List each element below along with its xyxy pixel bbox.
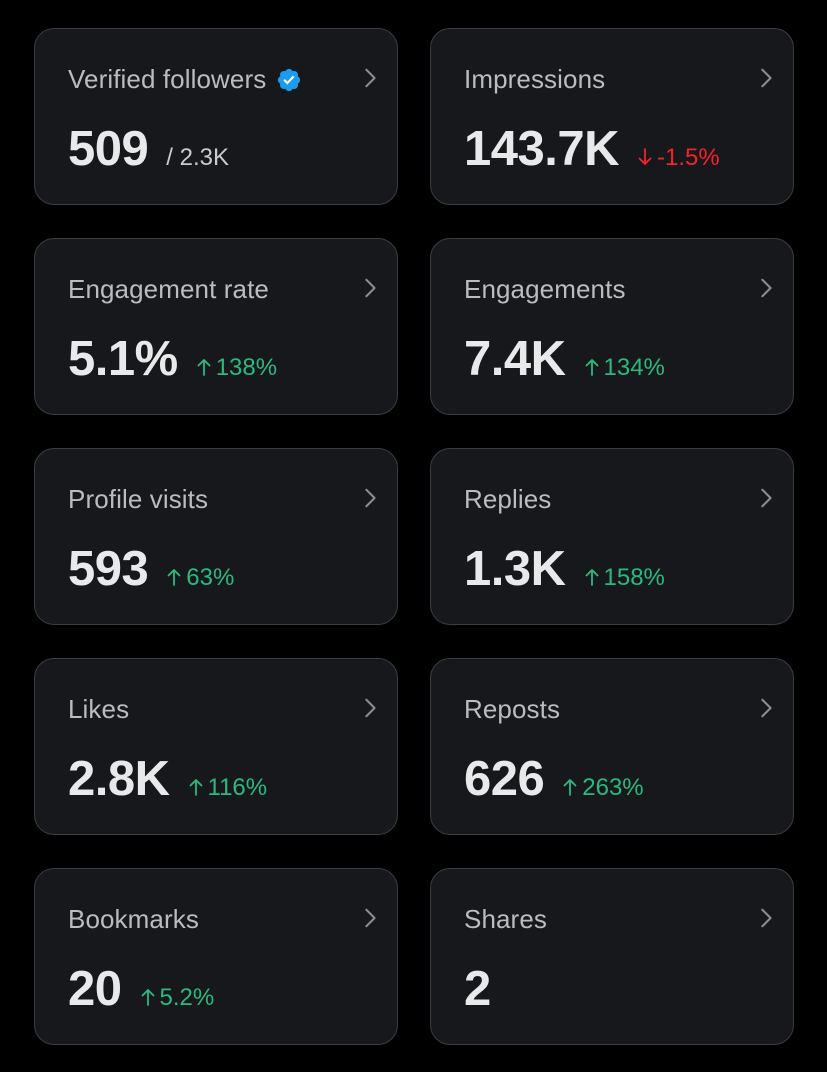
chevron-right-icon [365, 68, 376, 88]
verified-badge-icon [278, 68, 301, 91]
chevron-right-icon [365, 698, 376, 718]
card-title: Engagement rate [68, 274, 269, 305]
card-engagement-rate[interactable]: Engagement rate 5.1% 138% [34, 238, 398, 415]
metric-value: 509 [68, 122, 149, 176]
chevron-right-icon [365, 278, 376, 298]
metric-value: 2.8K [68, 752, 170, 806]
chevron-right-icon [761, 488, 772, 508]
metric-delta-value: -1.5% [657, 144, 720, 171]
card-title-label: Profile visits [68, 484, 209, 514]
metric-value: 5.1% [68, 332, 178, 386]
card-impressions[interactable]: Impressions 143.7K -1.5% [430, 28, 794, 205]
card-title-label: Shares [464, 904, 547, 934]
arrow-up-icon [141, 989, 154, 1006]
card-title-label: Verified followers [68, 64, 267, 94]
card-title: Verified followers [68, 64, 302, 95]
metrics-grid: Verified followers 509 / 2.3K Impression… [34, 28, 794, 1045]
arrow-up-icon [197, 359, 211, 376]
card-reposts[interactable]: Reposts 626 263% [430, 658, 794, 835]
arrow-up-icon [585, 569, 598, 586]
metric-delta: 138% [196, 354, 277, 382]
value-row: 626 263% [464, 751, 644, 807]
value-row: 2.8K 116% [68, 751, 267, 807]
metric-total: / 2.3K [166, 144, 229, 171]
card-title: Bookmarks [68, 904, 199, 935]
value-row: 5.1% 138% [68, 331, 277, 387]
chevron-right-icon [761, 68, 772, 88]
metric-delta-value: 263% [582, 774, 644, 801]
chevron-right-icon [761, 278, 772, 298]
metric-delta: 263% [562, 774, 644, 802]
metric-delta-value: 63% [186, 564, 235, 591]
value-row: 2 [464, 961, 491, 1017]
metric-value: 593 [68, 542, 149, 596]
card-replies[interactable]: Replies 1.3K 158% [430, 448, 794, 625]
card-verified-followers[interactable]: Verified followers 509 / 2.3K [34, 28, 398, 205]
card-bookmarks[interactable]: Bookmarks 20 5.2% [34, 868, 398, 1045]
card-shares[interactable]: Shares 2 [430, 868, 794, 1045]
value-row: 7.4K 134% [464, 331, 665, 387]
metric-delta-value: 116% [207, 774, 268, 801]
metric-value: 20 [68, 962, 122, 1016]
arrow-down-icon [638, 148, 652, 165]
value-row: 593 63% [68, 541, 234, 597]
card-title-label: Engagements [464, 274, 626, 304]
metric-value: 1.3K [464, 542, 566, 596]
card-title-label: Bookmarks [68, 904, 199, 934]
card-profile-visits[interactable]: Profile visits 593 63% [34, 448, 398, 625]
metric-delta: 158% [584, 564, 665, 592]
value-row: 143.7K -1.5% [464, 121, 720, 177]
card-title-label: Reposts [464, 694, 561, 724]
metric-delta-value: 138% [215, 354, 278, 381]
card-title: Replies [464, 484, 551, 515]
card-title: Engagements [464, 274, 626, 305]
metric-value: 7.4K [464, 332, 566, 386]
metric-delta: -1.5% [637, 144, 720, 172]
arrow-up-icon [167, 569, 181, 586]
card-title: Likes [68, 694, 129, 725]
metric-delta: 134% [584, 354, 665, 382]
metric-delta-value: 5.2% [159, 984, 215, 1011]
card-likes[interactable]: Likes 2.8K 116% [34, 658, 398, 835]
chevron-right-icon [761, 698, 772, 718]
chevron-right-icon [761, 908, 772, 928]
card-title: Shares [464, 904, 547, 935]
card-title: Profile visits [68, 484, 208, 515]
value-row: 1.3K 158% [464, 541, 665, 597]
value-row: 509 / 2.3K [68, 121, 229, 177]
card-title-label: Replies [464, 484, 552, 514]
metric-delta: 116% [188, 774, 268, 802]
metric-delta: 5.2% [140, 984, 215, 1012]
chevron-right-icon [365, 908, 376, 928]
card-title-label: Impressions [464, 64, 606, 94]
arrow-up-icon [585, 359, 598, 376]
card-title-label: Engagement rate [68, 274, 269, 304]
card-engagements[interactable]: Engagements 7.4K 134% [430, 238, 794, 415]
metric-delta-value: 134% [603, 354, 665, 381]
metric-value: 2 [464, 962, 491, 1016]
card-title: Reposts [464, 694, 560, 725]
arrow-up-icon [189, 779, 202, 796]
metric-value: 626 [464, 752, 545, 806]
metric-delta: 63% [166, 564, 234, 592]
value-row: 20 5.2% [68, 961, 214, 1017]
metric-delta-value: 158% [603, 564, 665, 591]
card-title-label: Likes [68, 694, 130, 724]
card-title: Impressions [464, 64, 605, 95]
arrow-up-icon [563, 779, 577, 796]
metric-value: 143.7K [464, 122, 620, 176]
chevron-right-icon [365, 488, 376, 508]
